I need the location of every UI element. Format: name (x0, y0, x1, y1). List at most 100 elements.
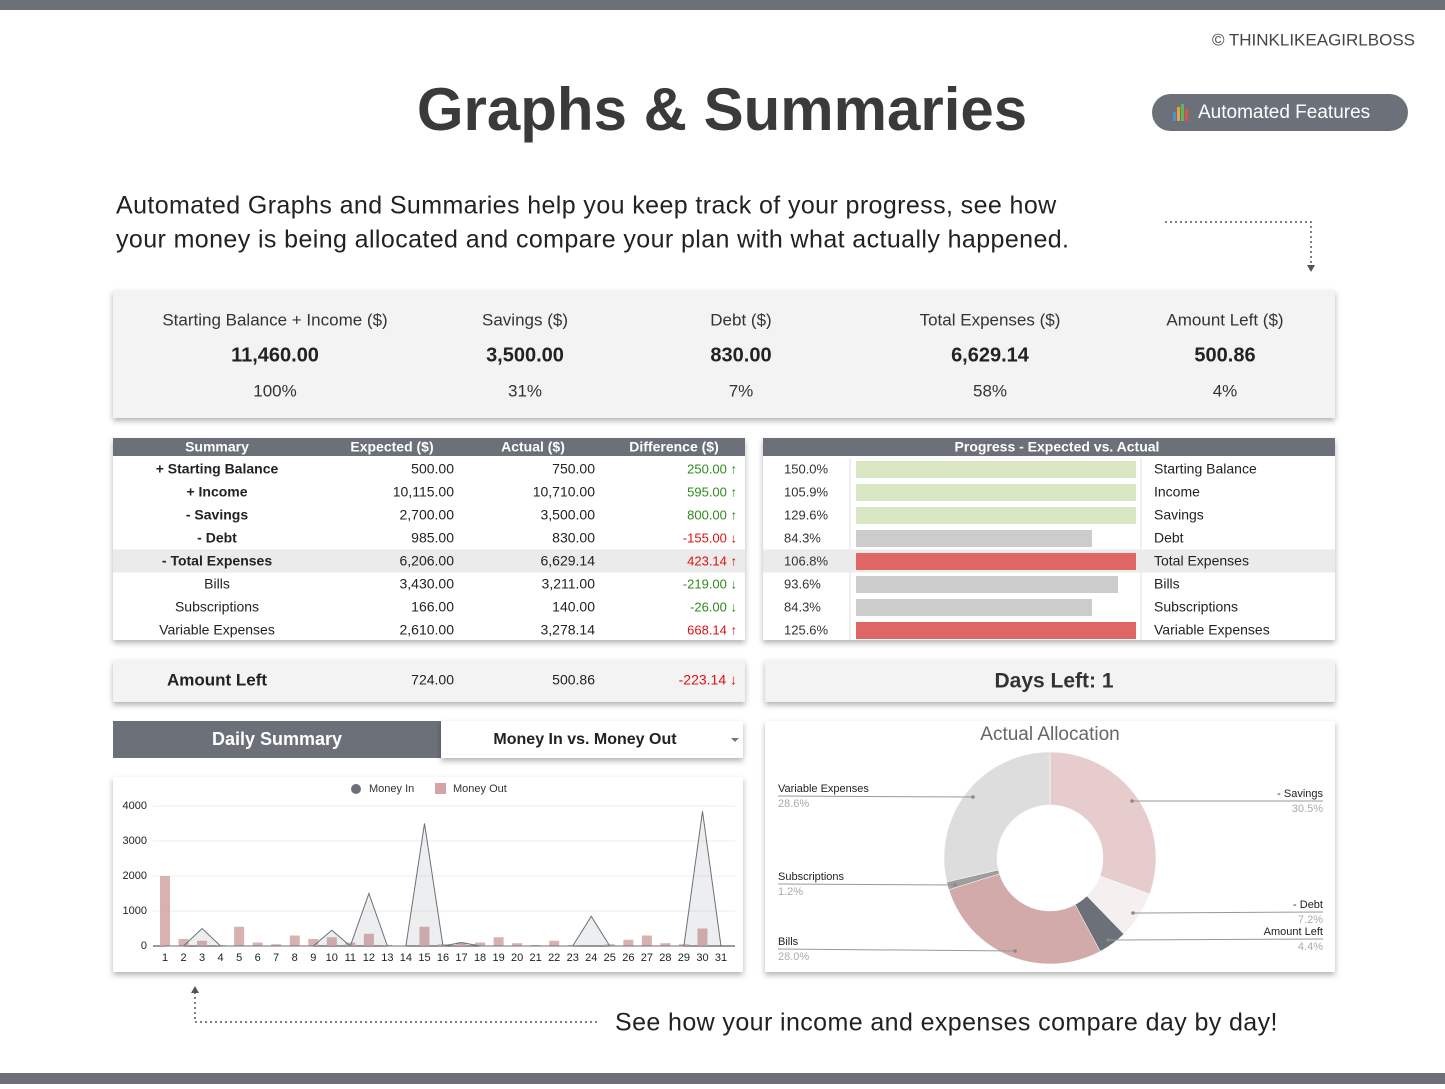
table-cell: 830.00 (552, 530, 595, 546)
kpi-value: 830.00 (710, 344, 771, 366)
slice-label: - Debt (1293, 899, 1323, 911)
allocation-title: Actual Allocation (980, 724, 1119, 745)
legend-label: Money Out (453, 783, 507, 795)
row-label: Variable Expenses (159, 622, 275, 638)
x-tick-label: 13 (381, 952, 393, 964)
y-tick-label: 1000 (123, 905, 147, 917)
bar (234, 926, 245, 946)
row-label: + Starting Balance (156, 461, 279, 477)
row-label: Subscriptions (175, 599, 259, 615)
badge-bg (1152, 94, 1408, 131)
progress-percent: 106.8% (784, 553, 829, 568)
row-label: + Income (186, 484, 247, 500)
legend-swatch (435, 783, 446, 794)
kpi-value: 6,629.14 (951, 344, 1030, 366)
top-stripe (0, 0, 1445, 10)
x-tick-label: 8 (292, 952, 298, 964)
bar (660, 943, 671, 946)
slice-value: 1.2% (778, 886, 803, 898)
progress-bar (856, 507, 1136, 524)
progress-percent: 129.6% (784, 507, 829, 522)
bar (326, 937, 337, 946)
kpi-share: 100% (253, 381, 296, 400)
x-tick-label: 31 (715, 952, 727, 964)
allocation-chart: - Savings 30.5% - Debt 7.2%Amount Left 4.4% B… (777, 751, 1324, 965)
progress-name: Starting Balance (1154, 461, 1257, 477)
table-cell: 668.14 ↑ (687, 622, 737, 637)
leader-line (777, 883, 956, 886)
table-cell: 10,710.00 (533, 484, 595, 500)
x-tick-label: 7 (273, 952, 279, 964)
kpi-label: Starting Balance + Income ($) (162, 310, 387, 329)
intro-line: Automated Graphs and Summaries help you … (116, 192, 1057, 220)
table-cell: 166.00 (411, 599, 454, 615)
x-tick-label: 21 (530, 952, 542, 964)
bar (197, 940, 208, 946)
table-cell: 423.14 ↑ (687, 553, 737, 568)
kpi-share: 4% (1213, 381, 1238, 400)
kpi-share: 58% (973, 381, 1007, 400)
dropdown-caret[interactable] (731, 738, 739, 742)
y-tick-label: 3000 (123, 835, 147, 847)
bar (493, 937, 504, 946)
row-label: - Debt (197, 530, 237, 546)
progress-bar (856, 484, 1136, 501)
slice-label: Variable Expenses (778, 783, 869, 795)
legend-swatch (351, 784, 361, 794)
dropdown[interactable] (441, 721, 743, 758)
x-tick-label: 18 (474, 952, 486, 964)
x-tick-label: 6 (255, 952, 261, 964)
table-cell: 6,629.14 (541, 553, 596, 569)
bar (475, 942, 486, 946)
dropdown-label[interactable]: Money In vs. Money Out (493, 731, 677, 748)
leader-line (777, 948, 1016, 952)
table-header: Expected ($) (350, 439, 433, 455)
amount-left-difference: -223.14 ↓ (679, 672, 737, 688)
footer-caption: See how your income and expenses compare… (615, 1009, 1278, 1037)
slice-value: 28.0% (778, 951, 809, 963)
legend-label: Money In (369, 783, 414, 795)
bar (623, 939, 634, 946)
leader-line (1132, 911, 1324, 914)
table-header: Actual ($) (501, 439, 565, 455)
bar (252, 942, 263, 946)
x-tick-label: 19 (492, 952, 504, 964)
y-tick-label: 0 (141, 940, 147, 952)
slice-label: - Savings (1277, 788, 1323, 800)
table-cell: -26.00 ↓ (690, 599, 737, 614)
progress-bar (856, 599, 1093, 616)
donut-slice (948, 873, 1101, 965)
bar (289, 935, 300, 946)
amount-left-panel (113, 660, 745, 702)
slice-value: 4.4% (1298, 941, 1323, 953)
amount-left-expected: 724.00 (411, 672, 454, 688)
progress-name: Variable Expenses (1154, 622, 1270, 638)
x-tick-label: 16 (437, 952, 449, 964)
table-cell: 6,206.00 (400, 553, 455, 569)
bar (363, 933, 374, 946)
leader-dot (1130, 799, 1134, 803)
leader-dot (1131, 911, 1135, 915)
x-tick-label: 14 (400, 952, 412, 964)
kpi-label: Amount Left ($) (1166, 310, 1283, 329)
bar (641, 935, 652, 946)
daily-tab-label: Daily Summary (212, 729, 342, 749)
row-label: Bills (204, 576, 230, 592)
pointer-line (194, 992, 600, 1023)
bar (178, 939, 189, 946)
slice-label: Bills (778, 936, 799, 948)
table-cell: 2,610.00 (400, 622, 455, 638)
x-tick-label: 23 (567, 952, 579, 964)
kpi-label: Debt ($) (710, 310, 771, 329)
kpi-value: 11,460.00 (231, 344, 319, 366)
intro-line: your money is being allocated and compar… (116, 226, 1069, 254)
pointer-arrow (1307, 265, 1315, 272)
badge-icon (1181, 104, 1184, 121)
progress-title: Progress - Expected vs. Actual (955, 439, 1160, 455)
y-tick-label: 4000 (123, 800, 147, 812)
table-cell: 140.00 (552, 599, 595, 615)
bar (512, 943, 523, 946)
progress-name: Debt (1154, 530, 1184, 546)
bar (697, 928, 708, 946)
